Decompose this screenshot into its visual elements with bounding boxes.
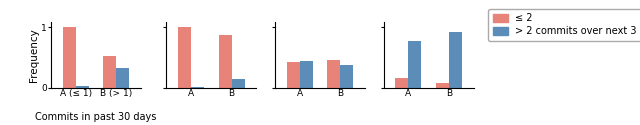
Bar bbox=[76, 86, 89, 87]
Bar bbox=[191, 87, 204, 88]
Bar bbox=[103, 56, 116, 88]
Bar bbox=[218, 34, 232, 88]
Bar bbox=[436, 83, 449, 87]
Bar bbox=[178, 27, 191, 88]
Bar bbox=[300, 61, 313, 88]
Text: Commits in past 30 days: Commits in past 30 days bbox=[35, 112, 157, 122]
Y-axis label: Frequency: Frequency bbox=[29, 28, 38, 82]
Bar bbox=[327, 60, 340, 88]
Bar bbox=[340, 65, 353, 88]
Bar bbox=[287, 62, 300, 88]
Bar bbox=[116, 68, 129, 87]
Bar bbox=[232, 79, 244, 88]
Legend: ≤ 2, > 2 commits over next 3 weeks: ≤ 2, > 2 commits over next 3 weeks bbox=[488, 9, 640, 41]
Bar bbox=[449, 32, 462, 88]
Bar bbox=[408, 41, 422, 88]
Bar bbox=[63, 27, 76, 88]
Bar bbox=[396, 78, 408, 88]
